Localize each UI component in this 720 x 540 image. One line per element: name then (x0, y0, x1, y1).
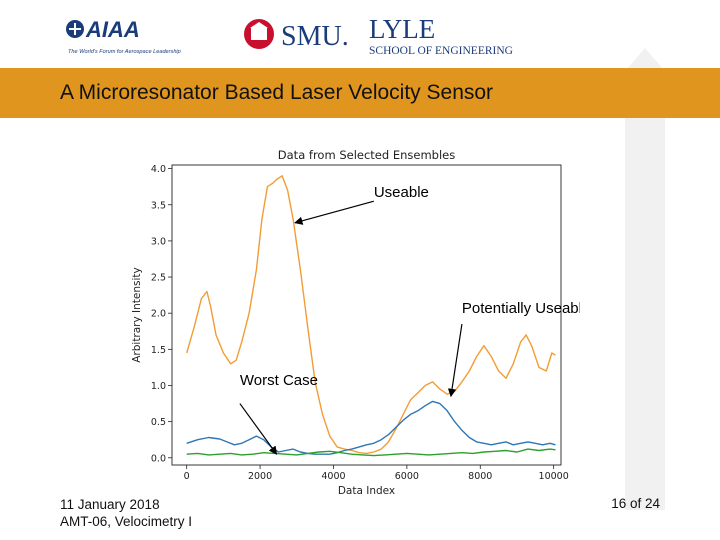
footer-info: 11 January 2018 AMT-06, Velocimetry I (60, 496, 192, 530)
series-line-orange_series (186, 175, 556, 455)
plot-frame (171, 164, 562, 466)
x-tick-label: 6000 (395, 471, 419, 482)
y-tick-label: 2.0 (151, 309, 166, 320)
x-axis-label: Data Index (338, 485, 395, 497)
y-tick-label: 0.0 (151, 453, 166, 464)
y-tick-label: 3.0 (151, 236, 166, 247)
x-tick-label: 4000 (321, 471, 345, 482)
series-line-blue_series (186, 400, 556, 455)
aiaa-logo: AIAA The World's Forum for Aerospace Lea… (66, 17, 181, 55)
slide-title: A Microresonator Based Laser Velocity Se… (60, 81, 494, 104)
x-tick-label: 0 (184, 471, 190, 482)
lyle-text: LYLE (369, 14, 435, 44)
decorative-arrow-icon (600, 48, 690, 510)
aiaa-logo-text: AIAA (85, 17, 140, 42)
annotation-arrow (294, 200, 374, 225)
smu-text: SMU. (281, 21, 349, 52)
aiaa-tagline: The World's Forum for Aerospace Leadersh… (68, 49, 181, 55)
annotation-arrow (447, 323, 463, 398)
page-number: 16 of 24 (611, 496, 660, 511)
y-axis-label: Arbitrary Intensity (131, 267, 143, 363)
annotation-label: Worst Case (240, 372, 318, 389)
intensity-chart: Data from Selected Ensembles 0 2000 4000 600… (131, 148, 580, 497)
x-tick-label: 10000 (539, 471, 569, 482)
school-text: SCHOOL OF ENGINEERING (369, 45, 513, 57)
y-tick-label: 1.0 (151, 381, 166, 392)
annotation-label: Potentially Useable (462, 300, 580, 317)
footer-date: 11 January 2018 (60, 497, 160, 512)
y-tick-label: 0.5 (151, 417, 166, 428)
y-tick-label: 1.5 (151, 345, 166, 356)
smu-lyle-logo: SMU. LYLE SCHOOL OF ENGINEERING (244, 14, 513, 57)
y-tick-label: 3.5 (151, 200, 166, 211)
title-banner (0, 68, 720, 118)
annotation-arrow (239, 403, 278, 455)
y-tick-label: 2.5 (151, 273, 166, 284)
footer-session: AMT-06, Velocimetry I (60, 514, 193, 529)
x-tick-label: 2000 (248, 471, 272, 482)
x-tick-label: 8000 (468, 471, 492, 482)
y-tick-label: 4.0 (151, 164, 166, 175)
annotation-label: Useable (374, 184, 429, 201)
chart-title: Data from Selected Ensembles (278, 148, 455, 162)
series-line-green_series (186, 448, 556, 457)
